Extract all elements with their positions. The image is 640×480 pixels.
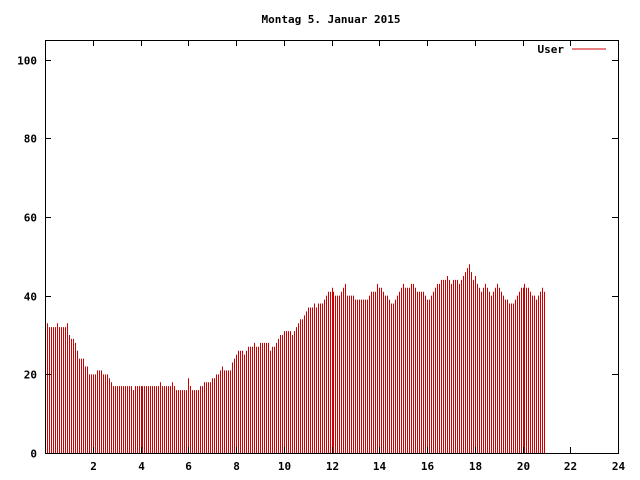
y-tick-label: 80 — [24, 133, 37, 146]
x-tick-label: 12 — [326, 460, 339, 473]
x-tick-label: 2 — [90, 460, 97, 473]
y-tick-label: 100 — [17, 55, 37, 68]
plot-area — [45, 264, 545, 453]
x-tick-label: 4 — [138, 460, 145, 473]
x-tick-label: 20 — [517, 460, 530, 473]
x-tick-label: 6 — [185, 460, 192, 473]
x-tick-label: 16 — [421, 460, 435, 473]
x-tick-label: 8 — [233, 460, 240, 473]
y-tick-label: 60 — [24, 212, 37, 225]
y-tick-label: 0 — [30, 448, 37, 461]
x-tick-label: 24 — [612, 460, 626, 473]
x-tick-label: 22 — [564, 460, 577, 473]
y-tick-label: 20 — [24, 369, 37, 382]
chart-title: Montag 5. Januar 2015 — [261, 13, 400, 26]
legend-label: User — [538, 43, 565, 56]
legend: User — [538, 43, 606, 56]
x-tick-label: 14 — [373, 460, 387, 473]
x-tick-label: 18 — [469, 460, 482, 473]
x-tick-label: 10 — [278, 460, 291, 473]
y-tick-label: 40 — [24, 291, 37, 304]
